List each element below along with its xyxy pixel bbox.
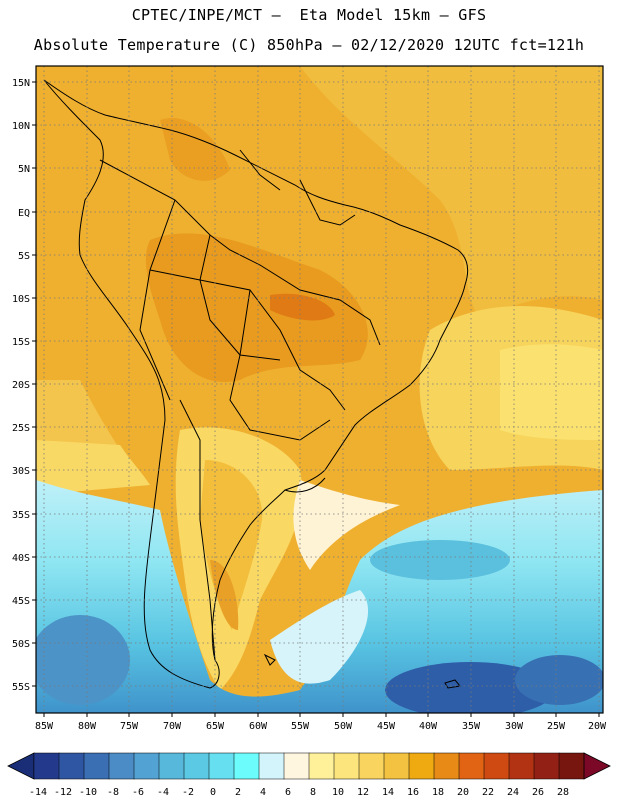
colorbar-swatch	[283, 752, 310, 780]
colorbar-tick-label: -2	[182, 787, 194, 798]
colorbar-swatch	[83, 752, 110, 780]
colorbar-swatch	[133, 752, 160, 780]
colorbar-tick-label: 28	[557, 787, 569, 798]
map-title-line2: Absolute Temperature (C) 850hPa – 02/12/…	[33, 36, 585, 54]
colorbar-tick-label: 24	[507, 787, 519, 798]
colorbar-tick-labels: -14 -12 -10 -8 -6 -4 -2 0 2 4 6 8 10 12 14 16 18 20 22 24 26…	[29, 787, 569, 798]
lat-label: 50S	[12, 639, 30, 650]
colorbar-tick-label: 18	[432, 787, 444, 798]
colorbar-tick-label: -14	[29, 787, 47, 798]
colorbar-tick-label: 16	[407, 787, 419, 798]
lon-label: 60W	[249, 721, 268, 732]
map-frame	[35, 65, 604, 714]
lat-label: EQ	[18, 208, 30, 219]
colorbar-tick-label: -12	[54, 787, 72, 798]
temperature-field	[36, 66, 603, 713]
lat-label: 40S	[12, 553, 30, 564]
colorbar-tick-label: -10	[79, 787, 97, 798]
colorbar-swatch	[383, 752, 410, 780]
lon-label: 20W	[588, 721, 607, 732]
map-title-line1: CPTEC/INPE/MCT – Eta Model 15km – GFS	[131, 6, 487, 24]
colorbar-swatch	[433, 752, 460, 780]
lat-label: 30S	[12, 466, 30, 477]
lon-label: 45W	[377, 721, 396, 732]
colorbar-swatch	[33, 752, 60, 780]
colorbar-swatches	[33, 752, 585, 780]
lat-label: 25S	[12, 423, 30, 434]
colorbar-tick-label: 12	[357, 787, 369, 798]
colorbar-tick-label: 2	[235, 787, 241, 798]
longitude-labels: 85W 80W 75W 70W 65W 60W 55W 50W 45W 40W …	[35, 721, 607, 732]
lon-label: 70W	[163, 721, 182, 732]
colorbar-swatch	[208, 752, 235, 780]
colorbar-tick-label: -4	[157, 787, 169, 798]
lon-label: 65W	[206, 721, 225, 732]
axis-ticks	[32, 81, 600, 717]
colorbar-swatch	[183, 752, 210, 780]
colorbar-swatch	[333, 752, 360, 780]
lon-label: 50W	[334, 721, 353, 732]
colorbar-swatch	[308, 752, 335, 780]
lat-label: 15S	[12, 337, 30, 348]
colorbar-swatch	[458, 752, 485, 780]
coastline-layer	[43, 79, 469, 689]
colorbar-swatch	[533, 752, 560, 780]
colorbar-under-arrow	[7, 752, 35, 780]
lat-label: 5N	[18, 164, 30, 175]
colorbar-tick-label: 22	[482, 787, 494, 798]
lat-label: 45S	[12, 596, 30, 607]
lon-label: 30W	[505, 721, 524, 732]
gridlines	[36, 66, 603, 713]
lat-label: 20S	[12, 380, 30, 391]
colorbar: -14 -12 -10 -8 -6 -4 -2 0 2 4 6 8 10 12 14 16 18 20 22 24 26…	[7, 752, 611, 798]
colorbar-swatch	[558, 752, 585, 780]
lat-label: 55S	[12, 682, 30, 693]
lat-label: 15N	[12, 78, 30, 89]
colorbar-swatch	[108, 752, 135, 780]
colorbar-swatch	[358, 752, 385, 780]
colorbar-tick-label: 26	[532, 787, 544, 798]
colorbar-tick-label: -8	[107, 787, 119, 798]
colorbar-over-arrow	[583, 752, 611, 780]
lon-label: 40W	[419, 721, 438, 732]
lon-label: 85W	[35, 721, 54, 732]
colorbar-swatch	[158, 752, 185, 780]
colorbar-tick-label: 20	[457, 787, 469, 798]
colorbar-tick-label: 14	[382, 787, 394, 798]
lon-label: 35W	[462, 721, 481, 732]
colorbar-swatch	[408, 752, 435, 780]
colorbar-swatch	[233, 752, 260, 780]
colorbar-tick-label: -6	[132, 787, 144, 798]
colorbar-tick-label: 10	[332, 787, 344, 798]
lon-label: 75W	[120, 721, 139, 732]
latitude-labels: 15N 10N 5N EQ 5S 10S 15S 20S 25S 30S 35S…	[12, 78, 30, 693]
lat-label: 10S	[12, 294, 30, 305]
colorbar-swatch	[58, 752, 85, 780]
lon-label: 80W	[78, 721, 97, 732]
colorbar-tick-label: 6	[285, 787, 291, 798]
colorbar-swatch	[483, 752, 510, 780]
colorbar-tick-label: 0	[210, 787, 216, 798]
colorbar-swatch	[258, 752, 285, 780]
lon-label: 55W	[291, 721, 310, 732]
lat-label: 10N	[12, 121, 30, 132]
lat-label: 35S	[12, 510, 30, 521]
lon-label: 25W	[547, 721, 566, 732]
lat-label: 5S	[18, 251, 30, 262]
colorbar-tick-label: 8	[310, 787, 316, 798]
colorbar-swatch	[508, 752, 535, 780]
colorbar-tick-label: 4	[260, 787, 266, 798]
